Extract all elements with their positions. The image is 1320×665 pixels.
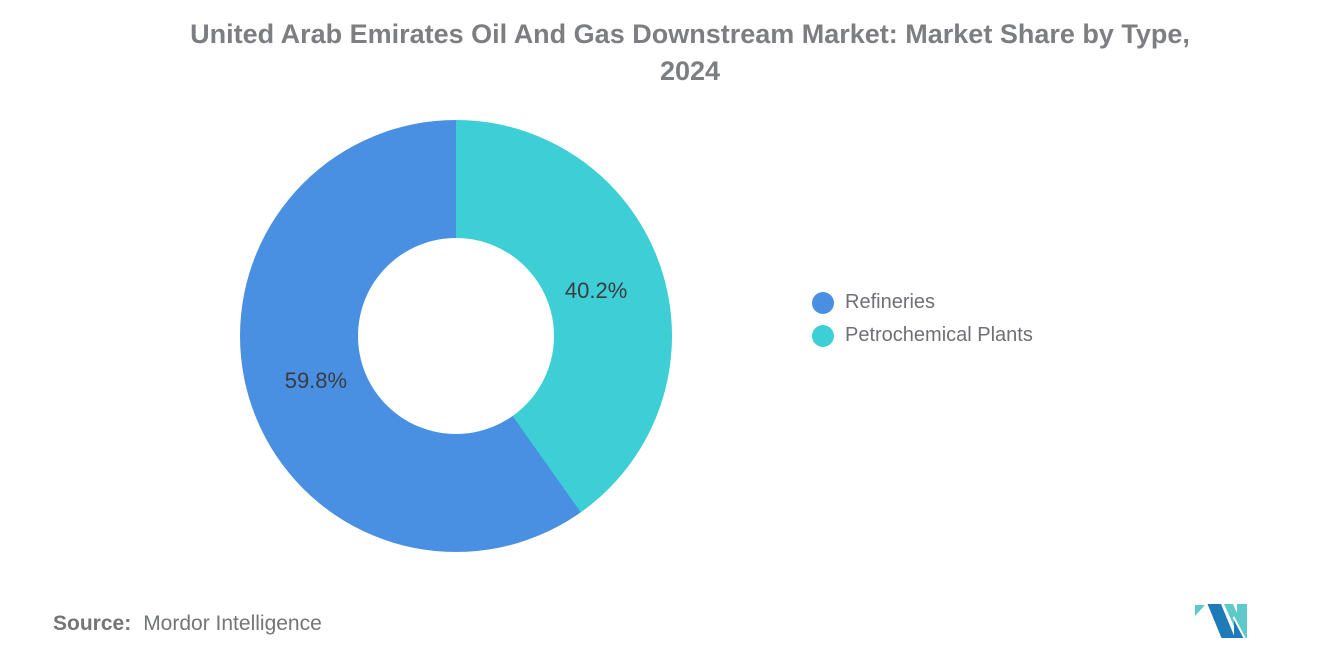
legend-item-refineries: Refineries	[812, 286, 1033, 319]
logo-blue-left-diagonal	[1207, 604, 1235, 638]
donut-hole	[358, 238, 554, 434]
legend: Refineries Petrochemical Plants	[812, 286, 1033, 352]
source-prefix: Source:	[53, 612, 132, 635]
legend-label-refineries: Refineries	[845, 291, 936, 313]
logo-teal-right-bar	[1237, 604, 1247, 638]
source-line: Source: Mordor Intelligence	[53, 612, 322, 636]
legend-item-petrochemical-plants: Petrochemical Plants	[812, 319, 1033, 352]
donut-chart-area: 59.8% 40.2%	[240, 120, 672, 552]
legend-dot-petrochemical-plants	[812, 324, 834, 347]
logo-white-gap	[1232, 616, 1246, 638]
slice-value-label-petrochemical-plants: 40.2%	[564, 278, 628, 304]
chart-title-line2: 2024	[659, 56, 721, 86]
chart-title-line1: United Arab Emirates Oil And Gas Downstr…	[190, 19, 1190, 49]
slice-value-label-refineries: 59.8%	[284, 367, 348, 393]
source-text: Mordor Intelligence	[143, 612, 322, 635]
logo-teal-wedge	[1195, 605, 1205, 616]
chart-title: United Arab Emirates Oil And Gas Downstr…	[60, 16, 1320, 90]
legend-label-petrochemical-plants: Petrochemical Plants	[845, 324, 1033, 346]
mordor-intelligence-logo	[1195, 604, 1247, 638]
legend-dot-refineries	[812, 291, 834, 314]
